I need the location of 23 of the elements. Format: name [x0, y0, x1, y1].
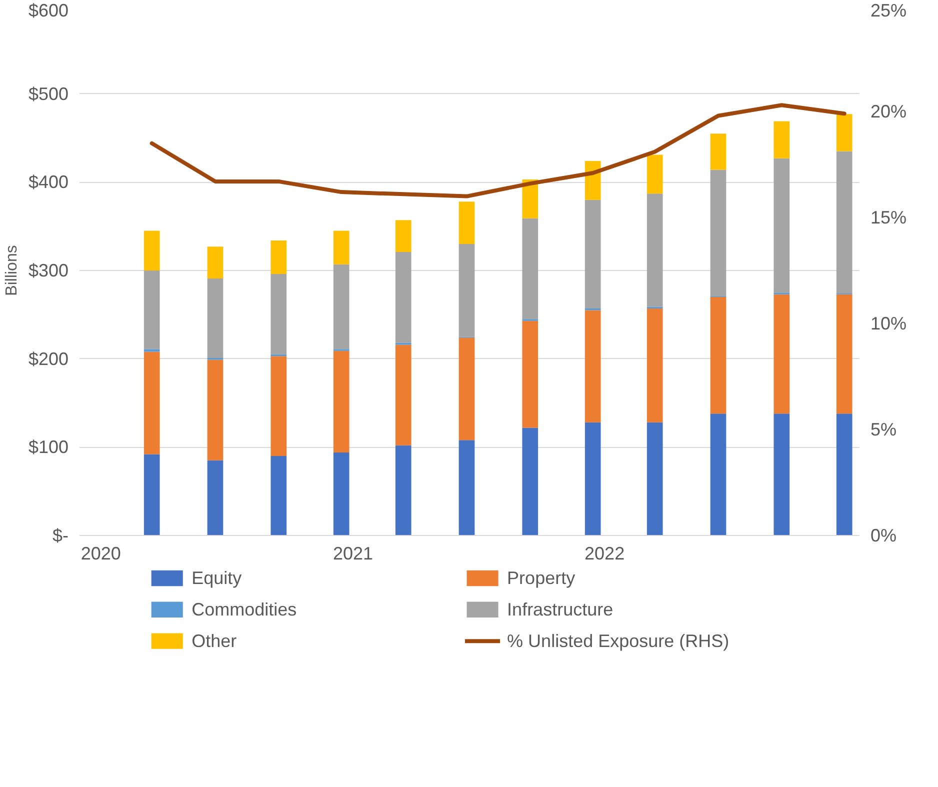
legend-label: Property — [507, 568, 576, 588]
y-tick-label: $500 — [28, 84, 69, 104]
legend-label: % Unlisted Exposure (RHS) — [507, 631, 730, 652]
y-tick-label: $- — [52, 526, 69, 546]
x-tick-label: 2020 — [80, 544, 121, 564]
y-tick-label: $400 — [28, 172, 69, 192]
y2-tick-label: 5% — [870, 420, 897, 440]
x-tick-label: 2021 — [333, 544, 374, 564]
legend-label: Equity — [192, 568, 242, 588]
y2-tick-label: 15% — [870, 208, 907, 228]
legend-label: Commodities — [192, 600, 297, 620]
y2-tick-label: 0% — [870, 526, 897, 546]
legend-label: Other — [192, 631, 237, 652]
legend-label: Infrastructure — [507, 600, 614, 620]
y2-tick-label: 25% — [870, 0, 907, 20]
x-tick-label: 2022 — [584, 544, 625, 564]
y2-tick-label: 10% — [870, 314, 907, 334]
y-tick-label: $600 — [28, 0, 69, 20]
y2-tick-label: 20% — [870, 102, 907, 122]
y-tick-label: $300 — [28, 260, 69, 280]
y-tick-label: $100 — [28, 437, 69, 458]
y-tick-label: $200 — [28, 348, 69, 369]
y-axis-title: Billions — [3, 245, 20, 296]
